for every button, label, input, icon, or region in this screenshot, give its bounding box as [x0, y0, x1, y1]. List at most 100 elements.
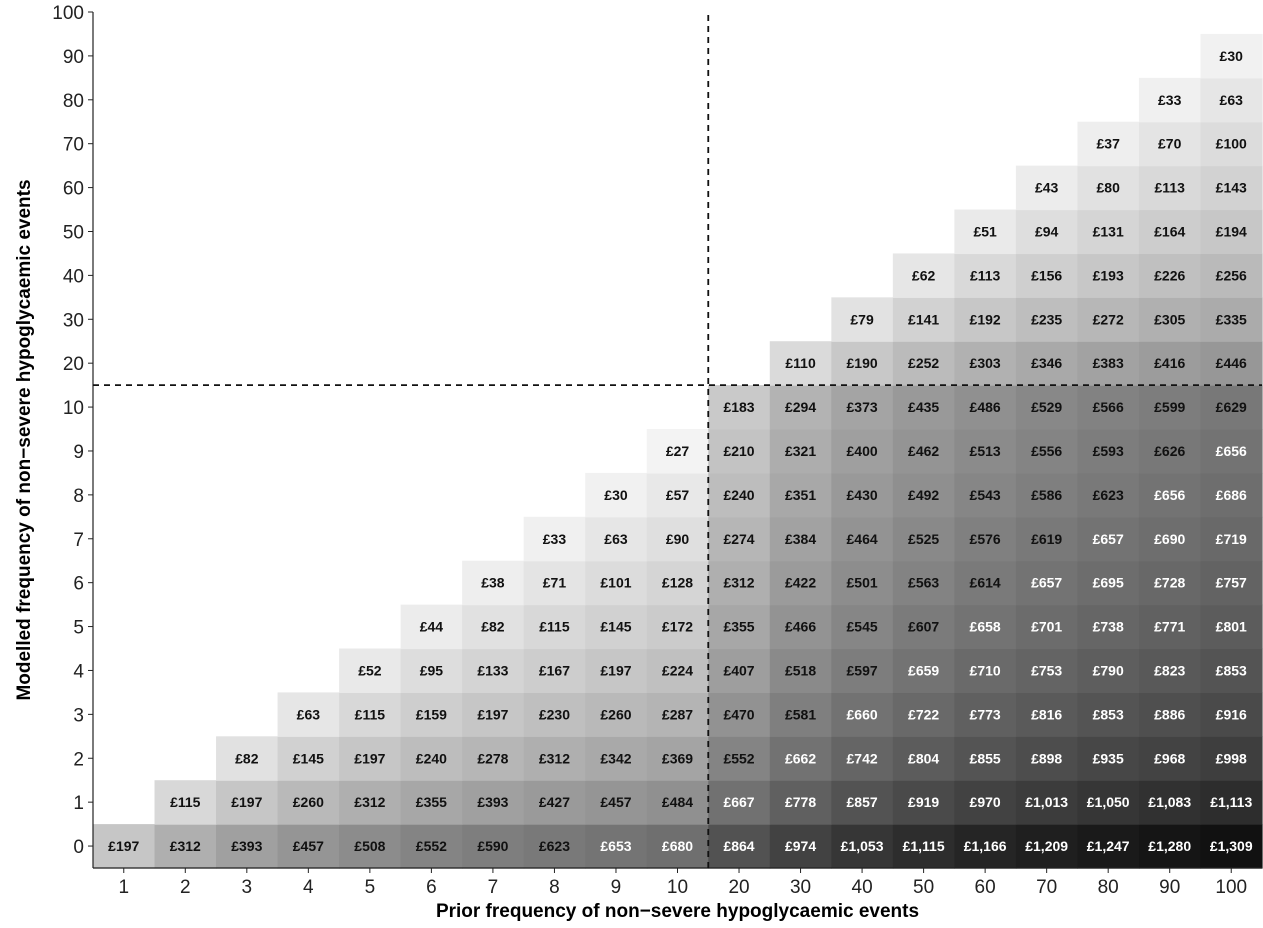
- cell-value-label: £373: [847, 399, 878, 415]
- heatmap-cell: [892, 824, 955, 869]
- heatmap-cell: [1077, 780, 1140, 825]
- heatmap-cell: [646, 780, 709, 825]
- heatmap-cell-labels: £197 £312 £393 £457 £508 £552 £590 £623 £653 £680…: [108, 48, 1253, 854]
- heatmap-cell: [646, 472, 709, 518]
- cell-value-label: £63: [1220, 92, 1244, 108]
- heatmap-cell: [769, 385, 832, 430]
- heatmap-cell: [462, 692, 525, 737]
- cell-value-label: £710: [970, 662, 1001, 678]
- x-tick-label: 5: [365, 877, 376, 898]
- heatmap-cell: [1015, 692, 1079, 737]
- heatmap-cell: [585, 824, 648, 869]
- heatmap-cell: [708, 824, 771, 869]
- y-tick-label: 60: [63, 179, 84, 200]
- heatmap-cell: [1077, 516, 1140, 562]
- cell-value-label: £94: [1035, 223, 1059, 239]
- heatmap-cell: [1138, 736, 1202, 781]
- heatmap-cell: [1200, 385, 1263, 430]
- cell-value-label: £407: [723, 662, 754, 678]
- heatmap-cell: [708, 560, 771, 606]
- x-tick-label: 4: [303, 877, 314, 898]
- cell-value-label: £658: [970, 619, 1001, 635]
- cell-value-label: £33: [543, 531, 567, 547]
- cell-value-label: £581: [785, 706, 816, 722]
- cell-value-label: £968: [1154, 750, 1185, 766]
- heatmap-cell: [154, 780, 217, 825]
- heatmap-cell: [1138, 560, 1202, 606]
- cell-value-label: £816: [1031, 706, 1062, 722]
- heatmap-cell: [1138, 780, 1202, 825]
- heatmap-cell: [769, 736, 832, 781]
- heatmap-cell: [646, 824, 709, 869]
- cell-value-label: £51: [973, 223, 997, 239]
- cell-value-label: £898: [1031, 750, 1062, 766]
- cell-value-label: £63: [297, 706, 321, 722]
- heatmap-cell: [708, 736, 771, 781]
- cell-value-label: £1,083: [1148, 794, 1191, 810]
- heatmap-cell: [1138, 648, 1202, 694]
- cell-value-label: £722: [908, 706, 939, 722]
- heatmap-cell: [523, 736, 586, 781]
- cell-value-label: £738: [1093, 619, 1124, 635]
- cell-value-label: £518: [785, 662, 816, 678]
- heatmap-cell: [954, 560, 1017, 606]
- x-tick-label: 60: [975, 877, 996, 898]
- cell-value-label: £113: [970, 267, 1001, 283]
- heatmap-cell: [892, 385, 955, 430]
- cell-value-label: £27: [666, 443, 690, 459]
- heatmap-cell: [892, 560, 955, 606]
- cell-value-label: £82: [481, 619, 505, 635]
- heatmap-cell: [1015, 824, 1079, 869]
- heatmap-cell: [585, 736, 648, 781]
- heatmap-cell: [216, 780, 279, 825]
- heatmap-cell: [1138, 429, 1202, 474]
- cell-value-label: £321: [785, 443, 816, 459]
- cell-value-label: £695: [1093, 575, 1124, 591]
- heatmap-cell: [769, 472, 832, 518]
- heatmap-cell: [646, 516, 709, 562]
- cell-value-label: £563: [908, 575, 939, 591]
- cell-value-label: £701: [1031, 619, 1062, 635]
- y-tick-label: 20: [63, 354, 84, 375]
- y-tick-label: 10: [63, 398, 84, 419]
- y-tick-label: 2: [73, 749, 84, 770]
- cell-value-label: £342: [600, 750, 631, 766]
- cell-value-label: £1,113: [1210, 794, 1252, 810]
- cell-value-label: £38: [481, 575, 505, 591]
- cell-value-label: £252: [908, 355, 939, 371]
- cell-value-label: £159: [416, 706, 447, 722]
- x-tick-label: 100: [1215, 877, 1247, 898]
- heatmap-cell: [892, 604, 955, 650]
- cell-value-label: £274: [723, 531, 754, 547]
- heatmap-cell: [400, 736, 463, 781]
- cell-value-label: £210: [723, 443, 754, 459]
- heatmap-cell: [1138, 604, 1202, 650]
- cell-value-label: £305: [1154, 311, 1185, 327]
- heatmap-cell: [1200, 560, 1263, 606]
- x-tick-label: 9: [611, 877, 622, 898]
- cell-value-label: £970: [970, 794, 1001, 810]
- cell-value-label: £383: [1093, 355, 1124, 371]
- cell-value-label: £197: [477, 706, 508, 722]
- cell-value-label: £823: [1154, 662, 1185, 678]
- heatmap-cell: [954, 692, 1017, 737]
- heatmap-cell: [954, 604, 1017, 650]
- cell-value-label: £422: [785, 575, 816, 591]
- cell-value-label: £194: [1216, 223, 1247, 239]
- heatmap-cell: [1015, 429, 1079, 474]
- cell-value-label: £657: [1093, 531, 1124, 547]
- cell-value-label: £287: [662, 706, 693, 722]
- cell-value-label: £145: [600, 619, 631, 635]
- heatmap-cell: [769, 429, 832, 474]
- heatmap-cell: [1138, 341, 1202, 386]
- x-tick-label: 2: [180, 877, 191, 898]
- heatmap-cell: [954, 736, 1017, 781]
- cell-value-label: £771: [1154, 619, 1185, 635]
- heatmap-cell: [339, 648, 402, 694]
- y-axis-title: Modelled frequency of non−severe hypogly…: [14, 179, 35, 700]
- heatmap-cell: [954, 472, 1017, 518]
- cell-value-label: £623: [1093, 487, 1124, 503]
- cell-value-label: £110: [785, 355, 816, 371]
- heatmap-cell: [1138, 77, 1202, 123]
